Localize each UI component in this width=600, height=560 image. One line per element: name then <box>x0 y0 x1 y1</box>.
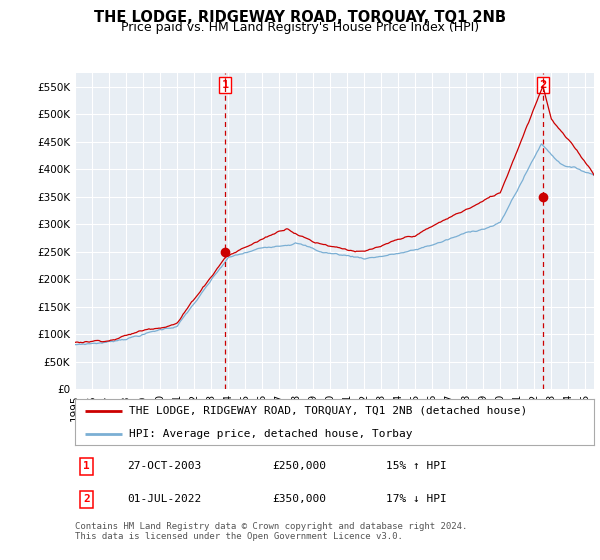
Text: 2: 2 <box>539 80 547 90</box>
Text: 1: 1 <box>83 461 90 472</box>
Text: Contains HM Land Registry data © Crown copyright and database right 2024.
This d: Contains HM Land Registry data © Crown c… <box>75 522 467 542</box>
Text: Price paid vs. HM Land Registry's House Price Index (HPI): Price paid vs. HM Land Registry's House … <box>121 21 479 34</box>
Text: 15% ↑ HPI: 15% ↑ HPI <box>386 461 447 472</box>
Text: 2: 2 <box>83 494 90 505</box>
Text: THE LODGE, RIDGEWAY ROAD, TORQUAY, TQ1 2NB (detached house): THE LODGE, RIDGEWAY ROAD, TORQUAY, TQ1 2… <box>130 406 528 416</box>
Text: THE LODGE, RIDGEWAY ROAD, TORQUAY, TQ1 2NB: THE LODGE, RIDGEWAY ROAD, TORQUAY, TQ1 2… <box>94 10 506 25</box>
Text: 27-OCT-2003: 27-OCT-2003 <box>127 461 201 472</box>
Text: £350,000: £350,000 <box>272 494 326 505</box>
Text: 1: 1 <box>221 80 229 90</box>
Text: 17% ↓ HPI: 17% ↓ HPI <box>386 494 447 505</box>
Text: 01-JUL-2022: 01-JUL-2022 <box>127 494 201 505</box>
Text: HPI: Average price, detached house, Torbay: HPI: Average price, detached house, Torb… <box>130 429 413 438</box>
Text: £250,000: £250,000 <box>272 461 326 472</box>
